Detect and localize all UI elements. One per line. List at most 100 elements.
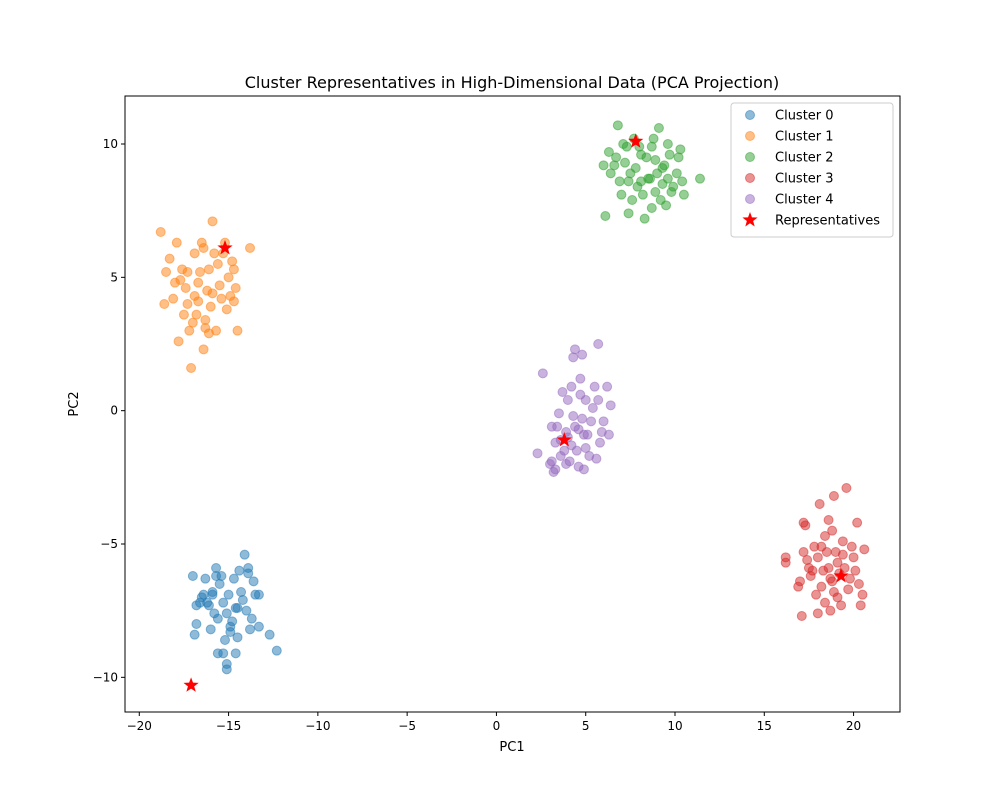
cluster-4-point: [593, 339, 604, 349]
representative-star-marker: [183, 677, 199, 692]
cluster-3-point: [818, 565, 829, 576]
representative-star-marker: [556, 432, 572, 447]
cluster-0-point: [198, 589, 209, 600]
cluster-4-point: [593, 395, 604, 405]
cluster-4-point: [587, 403, 598, 413]
cluster-0-point: [191, 600, 202, 611]
cluster-2-point: [623, 176, 634, 187]
cluster-0-point: [211, 571, 222, 581]
cluster-1-point: [186, 363, 197, 373]
cluster-1-point: [223, 272, 234, 283]
cluster-1-point: [180, 283, 191, 293]
y-tick-label: 5: [110, 270, 118, 284]
cluster-2-point: [646, 141, 657, 152]
cluster-1-point: [207, 288, 218, 299]
cluster-0-point: [236, 587, 247, 597]
cluster-0-point: [248, 576, 259, 587]
cluster-1-point: [198, 243, 209, 253]
cluster-1-point: [221, 304, 232, 315]
cluster-4-point: [550, 464, 561, 475]
cluster-2-point: [603, 147, 614, 157]
cluster-1-point: [155, 227, 166, 237]
cluster-0-point: [202, 597, 213, 608]
cluster-3-point: [836, 600, 847, 611]
cluster-4-point: [591, 453, 602, 464]
x-tick-label: −15: [216, 719, 241, 733]
cluster-4-point: [586, 416, 597, 427]
cluster-0-point: [218, 597, 229, 608]
cluster-0-point: [228, 573, 239, 584]
cluster-2-point: [650, 187, 661, 197]
x-tick-label: 0: [493, 719, 501, 733]
cluster-1-point: [171, 237, 182, 248]
cluster-3-point: [811, 589, 822, 600]
legend-marker: [745, 110, 755, 120]
x-tick-label: −5: [398, 719, 416, 733]
cluster-0-point: [227, 616, 238, 627]
cluster-4-point: [546, 456, 557, 467]
cluster-4-point: [577, 349, 588, 360]
cluster-4-point: [570, 344, 580, 355]
representative-star-marker: [217, 240, 233, 255]
cluster-4-point: [559, 445, 570, 456]
cluster-3-point: [825, 605, 836, 616]
x-axis-label: PC1: [499, 740, 524, 755]
cluster-3-point: [852, 517, 863, 528]
legend-marker: [745, 173, 755, 183]
cluster-2-point: [655, 195, 666, 205]
cluster-0-point: [234, 565, 245, 576]
cluster-2-point: [671, 168, 682, 179]
cluster-2-point: [605, 168, 616, 179]
cluster-1-point: [191, 309, 202, 320]
y-tick-label: −5: [100, 537, 118, 551]
cluster-0-point: [212, 613, 223, 624]
cluster-0-point: [246, 613, 257, 624]
legend-label: Cluster 3: [775, 172, 834, 187]
cluster-3-point: [802, 555, 813, 565]
cluster-4-point: [577, 413, 588, 424]
cluster-1-point: [193, 277, 204, 288]
cluster-3-point: [843, 584, 854, 595]
cluster-3-point: [845, 573, 855, 584]
cluster-0-point: [220, 635, 230, 645]
cluster-0-point: [218, 648, 229, 659]
cluster-0-point: [253, 589, 264, 600]
representative-star-marker: [833, 568, 849, 583]
cluster-2-point: [614, 176, 625, 187]
cluster-0-point: [253, 621, 264, 632]
chart-title: Cluster Representatives in High-Dimensio…: [245, 73, 780, 92]
cluster-3-point: [798, 547, 809, 557]
cluster-0-point: [225, 627, 236, 637]
cluster-4-point: [532, 448, 543, 459]
cluster-1-point: [164, 253, 175, 264]
y-tick-label: 0: [110, 404, 118, 418]
cluster-3-point: [823, 515, 834, 525]
x-tick-label: 10: [667, 719, 682, 733]
cluster-3-point: [816, 541, 827, 552]
cluster-2-point: [612, 120, 623, 131]
cluster-1-point: [173, 336, 184, 347]
cluster-2-point: [620, 157, 630, 168]
cluster-4-point: [557, 387, 568, 397]
cluster-1-point: [198, 344, 209, 355]
legend-marker: [745, 152, 755, 162]
cluster-2-point: [648, 133, 659, 144]
cluster-1-point: [228, 296, 239, 307]
cluster-1-point: [230, 283, 241, 293]
cluster-4-point: [571, 445, 582, 456]
cluster-2-point: [639, 213, 650, 224]
cluster-2-point: [652, 168, 663, 179]
cluster-3-point: [812, 552, 823, 563]
cluster-0-point: [232, 632, 243, 643]
cluster-0-point: [221, 664, 232, 675]
y-tick-label: 10: [103, 137, 118, 151]
cluster-1-point: [159, 299, 170, 309]
y-axis-label: PC2: [67, 391, 82, 416]
ticks-layer: −20 −15 −10 −5 0 5 10 15 20 −10 −5 0 5 10: [93, 137, 862, 733]
cluster-3-point: [780, 557, 791, 568]
legend: Cluster 0 Cluster 1 Cluster 2 Cluster 3 Clus…: [730, 102, 894, 238]
cluster-2-point: [598, 160, 609, 171]
cluster-0-point: [207, 587, 218, 597]
cluster-0-point: [243, 563, 254, 573]
x-tick-label: −20: [127, 719, 152, 733]
